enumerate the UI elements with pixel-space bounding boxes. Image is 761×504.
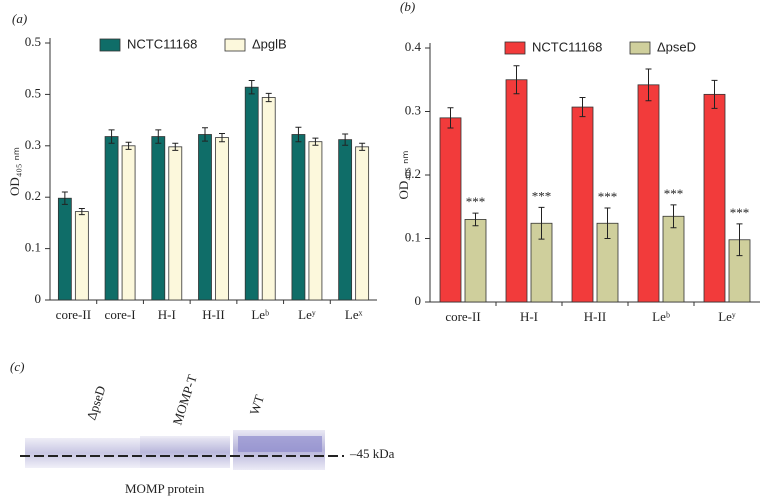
y-tick-label: 0.5: [25, 85, 41, 100]
bar: [662, 215, 685, 303]
error-bar: [155, 129, 162, 144]
bar: [637, 84, 660, 303]
western-blot: [20, 430, 344, 470]
significance-label: ***: [664, 186, 684, 201]
y-tick-label: 0.3: [405, 102, 421, 117]
y-tick-label: 0.4: [405, 39, 422, 54]
bar: [198, 134, 212, 301]
x-tick-label: H-II: [584, 309, 606, 324]
error-bar: [61, 191, 68, 205]
error-bar: [736, 223, 743, 257]
bar: [464, 219, 487, 303]
lane-label: ΔpseD: [83, 384, 108, 422]
bar: [571, 106, 594, 303]
error-bar: [108, 129, 115, 144]
blot-caption: MOMP protein: [125, 481, 205, 496]
panel-label: (c): [10, 359, 24, 374]
legend-label: ΔpglB: [252, 36, 287, 51]
error-bar: [711, 79, 718, 109]
error-bar: [538, 206, 545, 240]
significance-label: ***: [466, 194, 486, 209]
x-tick-label: Leᵇ: [251, 307, 269, 322]
bar: [308, 141, 323, 301]
bar: [168, 146, 183, 301]
error-bar: [78, 208, 85, 216]
error-bar: [295, 126, 302, 143]
x-tick-label: H-I: [520, 309, 538, 324]
x-tick-label: Leᵇ: [652, 309, 670, 324]
y-tick-label: 0.2: [405, 166, 421, 181]
error-bar: [579, 97, 586, 118]
error-bar: [172, 142, 179, 151]
y-axis-label: OD₄₀₅ ₙₘ: [7, 147, 22, 196]
error-bar: [513, 65, 520, 95]
error-bar: [342, 133, 349, 146]
x-tick-label: Leˣ: [345, 307, 363, 322]
error-bar: [670, 204, 677, 229]
significance-label: ***: [598, 189, 618, 204]
error-bar: [125, 141, 132, 150]
y-tick-label: 0: [35, 291, 42, 306]
legend-label: ΔpseD: [657, 39, 696, 54]
error-bar: [248, 80, 255, 95]
legend-swatch: [99, 38, 121, 52]
error-bar: [219, 132, 225, 143]
bar: [505, 79, 528, 303]
bar: [215, 137, 229, 301]
y-axis-label: OD₄₀₅ ₙₘ: [396, 151, 411, 200]
y-tick-label: 0.1: [405, 229, 421, 244]
bar: [703, 93, 726, 303]
x-tick-label: H-I: [158, 307, 176, 322]
bar: [74, 211, 89, 301]
legend-label: NCTC11168: [127, 36, 197, 51]
error-bar: [645, 68, 652, 102]
bar: [104, 136, 119, 301]
bar: [291, 134, 306, 301]
x-tick-label: core-I: [105, 307, 136, 322]
y-tick-label: 0.2: [25, 188, 41, 203]
error-bar: [312, 137, 319, 146]
error-bar: [447, 107, 454, 129]
significance-label: ***: [532, 188, 552, 203]
error-bar: [472, 212, 479, 227]
lane-label: MOMP-T: [169, 373, 199, 427]
error-bar: [265, 92, 272, 103]
bar: [355, 146, 370, 301]
legend-swatch: [224, 38, 246, 52]
y-tick-label: 0.5: [25, 34, 41, 49]
bar: [121, 145, 136, 301]
x-tick-label: H-II: [202, 307, 224, 322]
y-tick-label: 0.1: [25, 240, 41, 255]
bar: [338, 139, 353, 301]
x-tick-label: core-II: [445, 309, 480, 324]
panel-label: (b): [400, 0, 415, 14]
bar: [261, 97, 276, 301]
legend-swatch: [504, 41, 526, 55]
x-tick-label: Leʸ: [718, 309, 736, 324]
bar: [439, 117, 462, 303]
significance-label: ***: [730, 205, 750, 220]
error-bar: [604, 207, 611, 239]
panel-label: (a): [12, 11, 27, 26]
legend-label: NCTC11168: [532, 39, 602, 54]
error-bar: [359, 142, 366, 151]
y-tick-label: 0: [415, 293, 422, 308]
x-tick-label: Leʸ: [298, 307, 316, 322]
error-bar: [202, 127, 208, 142]
size-marker: –45 kDa: [349, 446, 395, 461]
bar: [57, 197, 72, 301]
bar: [244, 86, 259, 301]
x-tick-label: core-II: [56, 307, 91, 322]
bar: [151, 136, 166, 301]
legend-swatch: [629, 41, 651, 55]
lane-label: WT: [246, 393, 267, 417]
y-tick-label: 0.3: [25, 137, 41, 152]
